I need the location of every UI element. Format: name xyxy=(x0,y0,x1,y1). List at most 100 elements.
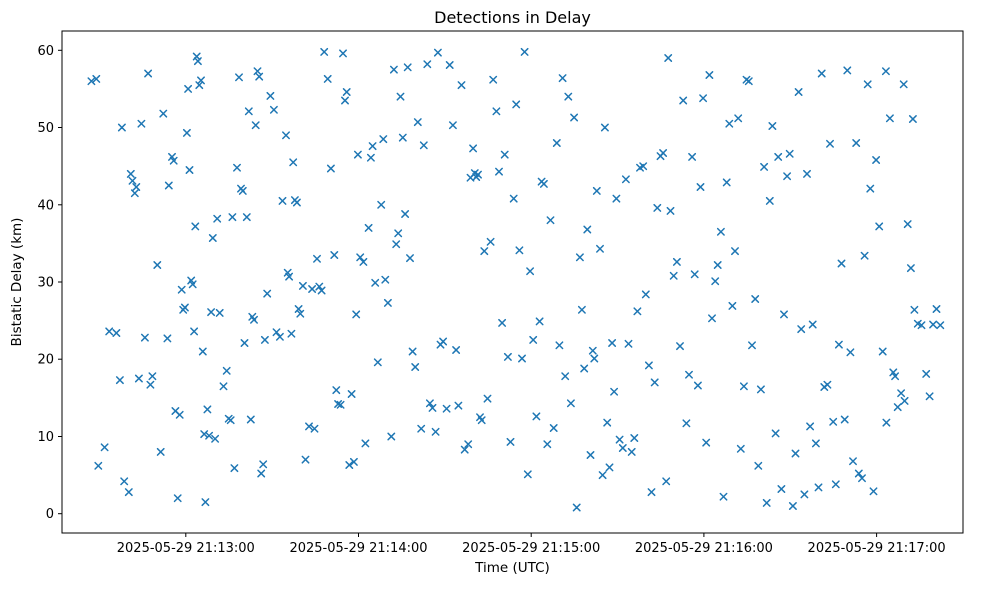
scatter-marker xyxy=(294,305,303,313)
scatter-marker xyxy=(520,47,529,56)
scatter-marker xyxy=(588,346,597,355)
scatter-marker xyxy=(774,152,783,161)
scatter-marker xyxy=(834,340,843,349)
scatter-marker xyxy=(287,329,296,338)
scatter-marker xyxy=(659,149,668,157)
scatter-marker xyxy=(650,378,659,387)
scatter-marker xyxy=(260,335,269,344)
scatter-marker xyxy=(425,399,434,408)
scatter-marker xyxy=(398,133,407,142)
scatter-marker xyxy=(464,440,473,449)
scatter-marker xyxy=(124,488,133,497)
scatter-marker xyxy=(751,295,760,303)
scatter-marker xyxy=(719,492,728,501)
scatter-marker xyxy=(480,247,489,256)
scatter-marker xyxy=(762,498,771,507)
scatter-marker xyxy=(477,416,486,425)
scatter-marker xyxy=(922,369,931,378)
scatter-marker xyxy=(800,490,809,499)
scatter-marker xyxy=(806,422,815,431)
x-axis-label: Time (UTC) xyxy=(475,560,550,576)
scatter-marker xyxy=(932,305,941,313)
scatter-marker xyxy=(401,210,410,218)
scatter-marker xyxy=(596,244,604,253)
scatter-marker xyxy=(226,416,235,425)
scatter-marker xyxy=(756,385,765,394)
scatter-marker xyxy=(112,329,121,337)
scatter-marker xyxy=(377,200,386,209)
scatter-marker xyxy=(180,303,189,312)
scatter-marker xyxy=(168,152,176,161)
scatter-marker xyxy=(826,139,834,148)
scatter-marker xyxy=(518,354,526,363)
scatter-marker xyxy=(925,392,934,401)
scatter-marker xyxy=(373,358,382,367)
scatter-marker xyxy=(296,309,305,318)
scatter-marker xyxy=(891,372,900,381)
scatter-marker xyxy=(492,107,501,116)
scatter-marker xyxy=(688,152,697,161)
scatter-marker xyxy=(387,432,396,441)
y-tick-label: 50 xyxy=(37,121,54,136)
scatter-marker xyxy=(292,198,301,207)
scatter-marker xyxy=(768,122,777,130)
scatter-marker xyxy=(289,158,298,167)
scatter-marker xyxy=(754,461,763,470)
scatter-marker xyxy=(419,141,428,150)
scatter-marker xyxy=(140,333,149,342)
scatter-marker xyxy=(863,80,872,89)
scatter-marker xyxy=(313,254,321,263)
scatter-marker xyxy=(255,72,264,81)
scatter-marker xyxy=(566,399,575,408)
scatter-marker xyxy=(535,317,544,326)
scatter-marker xyxy=(897,389,906,398)
scatter-marker xyxy=(266,91,275,100)
scatter-marker xyxy=(817,69,826,78)
scatter-marker xyxy=(87,77,96,86)
scatter-marker xyxy=(336,400,345,409)
scatter-marker xyxy=(590,354,599,363)
scatter-marker xyxy=(259,460,268,469)
scatter-marker xyxy=(182,128,191,137)
scatter-marker xyxy=(439,337,448,346)
scatter-marker xyxy=(201,498,210,507)
scatter-marker xyxy=(878,347,887,356)
scatter-marker xyxy=(117,123,126,132)
scatter-marker xyxy=(875,222,884,231)
scatter-marker xyxy=(693,381,702,390)
scatter-marker xyxy=(598,471,607,480)
scatter-marker xyxy=(230,464,239,473)
scatter-marker xyxy=(785,149,794,158)
scatter-marker xyxy=(641,290,650,299)
scatter-marker xyxy=(728,301,737,310)
y-tick-label: 30 xyxy=(37,276,54,291)
scatter-marker xyxy=(246,415,255,424)
scatter-marker xyxy=(423,60,432,69)
scatter-marker xyxy=(570,113,579,122)
scatter-marker xyxy=(808,320,817,329)
scatter-marker xyxy=(326,164,335,173)
scatter-marker xyxy=(669,271,678,280)
scatter-marker xyxy=(664,54,673,62)
scatter-marker xyxy=(900,396,909,405)
scatter-marker xyxy=(600,123,609,132)
scatter-marker xyxy=(413,118,422,127)
scatter-marker xyxy=(780,310,788,319)
scatter-marker xyxy=(269,105,278,114)
scatter-marker xyxy=(130,189,139,198)
scatter-marker xyxy=(308,285,317,293)
scatter-marker xyxy=(156,447,165,456)
scatter-marker xyxy=(736,444,745,453)
scatter-marker xyxy=(612,194,621,203)
scatter-marker xyxy=(392,240,401,249)
y-tick-label: 20 xyxy=(37,353,54,368)
scatter-marker xyxy=(797,325,806,334)
scatter-marker xyxy=(417,424,426,433)
scatter-marker xyxy=(858,474,866,483)
scatter-marker xyxy=(469,144,478,153)
scatter-marker xyxy=(92,74,101,83)
scatter-marker xyxy=(739,382,748,391)
scatter-marker xyxy=(546,216,555,225)
scatter-marker xyxy=(191,222,200,231)
scatter-marker xyxy=(330,251,339,259)
